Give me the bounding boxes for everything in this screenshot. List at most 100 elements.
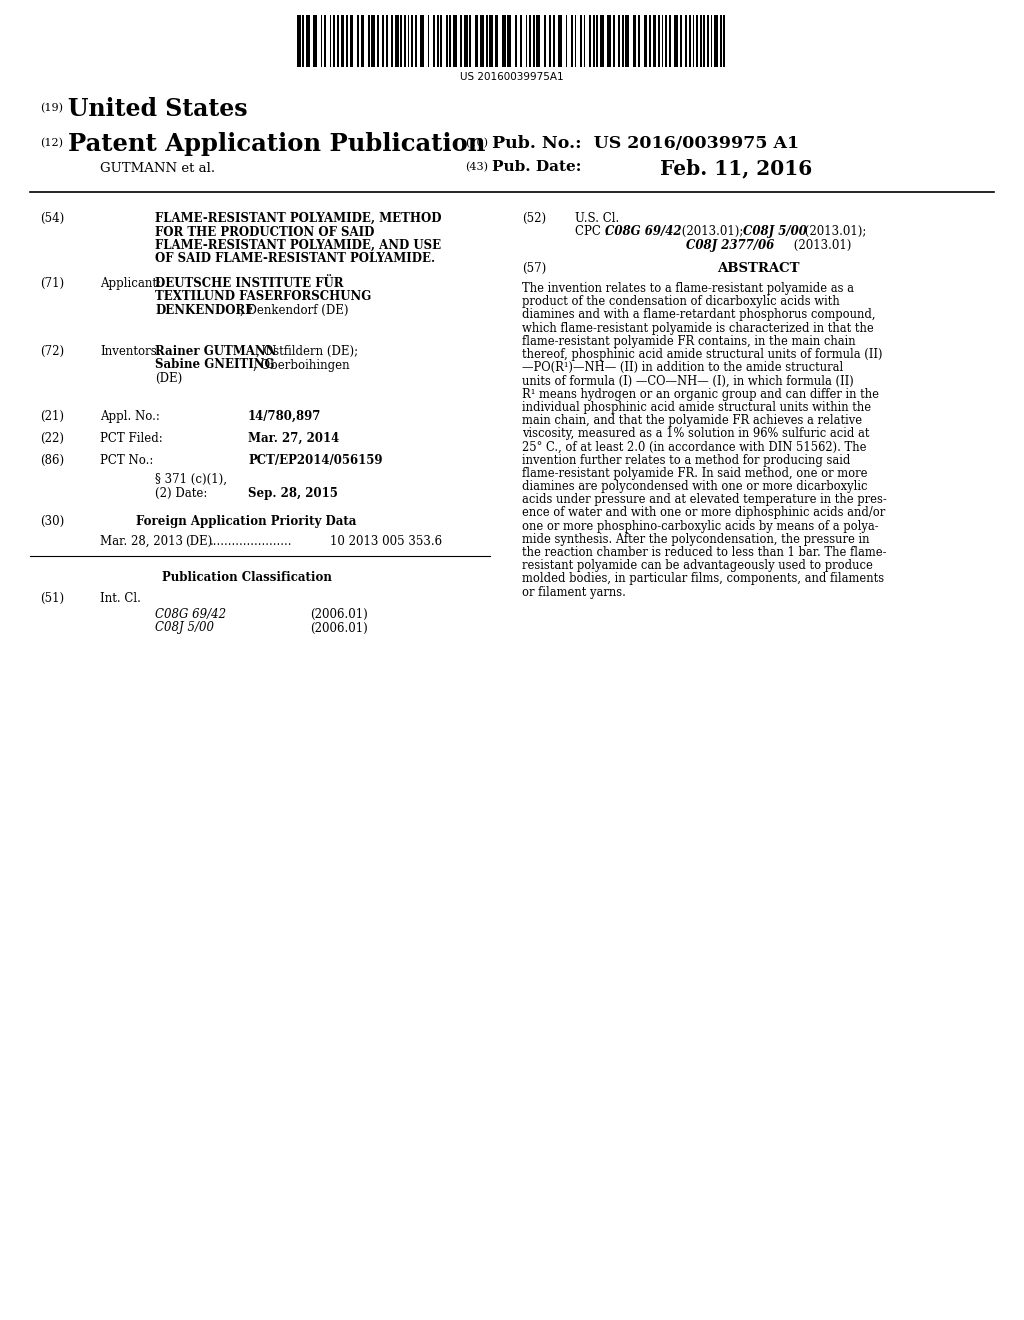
Bar — [297, 15, 301, 67]
Text: the reaction chamber is reduced to less than 1 bar. The flame-: the reaction chamber is reduced to less … — [522, 546, 887, 558]
Bar — [386, 15, 388, 67]
Text: PCT No.:: PCT No.: — [100, 454, 154, 467]
Text: § 371 (c)(1),: § 371 (c)(1), — [155, 473, 227, 486]
Bar — [450, 15, 452, 67]
Bar — [537, 15, 540, 67]
Bar — [433, 15, 435, 67]
Bar — [652, 15, 656, 67]
Text: Pub. No.:  US 2016/0039975 A1: Pub. No.: US 2016/0039975 A1 — [492, 135, 799, 152]
Text: Pub. Date:: Pub. Date: — [492, 160, 582, 174]
Bar — [489, 15, 493, 67]
Text: molded bodies, in particular films, components, and filaments: molded bodies, in particular films, comp… — [522, 573, 884, 585]
Text: (57): (57) — [522, 261, 546, 275]
Text: ABSTRACT: ABSTRACT — [717, 261, 800, 275]
Text: individual phosphinic acid amide structural units within the: individual phosphinic acid amide structu… — [522, 401, 871, 413]
Text: Inventors:: Inventors: — [100, 345, 161, 358]
Text: (21): (21) — [40, 411, 63, 422]
Bar — [692, 15, 694, 67]
Bar — [485, 15, 487, 67]
Text: (2013.01);: (2013.01); — [801, 224, 866, 238]
Text: PCT/EP2014/056159: PCT/EP2014/056159 — [248, 454, 383, 467]
Bar — [313, 15, 317, 67]
Bar — [440, 15, 442, 67]
Bar — [685, 15, 687, 67]
Text: C08J 2377/06: C08J 2377/06 — [686, 239, 774, 252]
Text: (19): (19) — [40, 103, 63, 114]
Bar — [306, 15, 309, 67]
Text: GUTMANN et al.: GUTMANN et al. — [100, 162, 215, 176]
Text: OF SAID FLAME-RESISTANT POLYAMIDE.: OF SAID FLAME-RESISTANT POLYAMIDE. — [155, 252, 435, 265]
Text: CPC .: CPC . — [575, 224, 612, 238]
Text: Mar. 28, 2013: Mar. 28, 2013 — [100, 535, 183, 548]
Bar — [436, 15, 438, 67]
Text: FLAME-RESISTANT POLYAMIDE, METHOD: FLAME-RESISTANT POLYAMIDE, METHOD — [155, 213, 441, 224]
Bar — [412, 15, 413, 67]
Bar — [622, 15, 624, 67]
Text: R¹ means hydrogen or an organic group and can differ in the: R¹ means hydrogen or an organic group an… — [522, 388, 879, 400]
Text: invention further relates to a method for producing said: invention further relates to a method fo… — [522, 454, 850, 466]
Bar — [391, 15, 393, 67]
Bar — [357, 15, 358, 67]
Text: Patent Application Publication: Patent Application Publication — [68, 132, 485, 156]
Bar — [549, 15, 551, 67]
Text: (86): (86) — [40, 454, 65, 467]
Bar — [574, 15, 577, 67]
Bar — [626, 15, 629, 67]
Text: —PO(R¹)—NH— (II) in addition to the amide structural: —PO(R¹)—NH— (II) in addition to the amid… — [522, 362, 843, 374]
Text: (72): (72) — [40, 345, 65, 358]
Bar — [360, 15, 365, 67]
Text: (2006.01): (2006.01) — [310, 622, 368, 635]
Text: Int. Cl.: Int. Cl. — [100, 591, 141, 605]
Bar — [475, 15, 478, 67]
Text: thereof, phosphinic acid amide structural units of formula (II): thereof, phosphinic acid amide structura… — [522, 348, 883, 360]
Text: (30): (30) — [40, 515, 65, 528]
Text: , Ostfildern (DE);: , Ostfildern (DE); — [256, 345, 358, 358]
Text: U.S. Cl.: U.S. Cl. — [575, 213, 620, 224]
Text: resistant polyamide can be advantageously used to produce: resistant polyamide can be advantageousl… — [522, 560, 872, 572]
Bar — [565, 15, 567, 67]
Text: (12): (12) — [40, 139, 63, 148]
Text: 14/780,897: 14/780,897 — [248, 411, 322, 422]
Text: ......................: ...................... — [210, 535, 293, 548]
Text: Sep. 28, 2015: Sep. 28, 2015 — [248, 487, 338, 499]
Bar — [508, 15, 511, 67]
Text: units of formula (I) —CO—NH— (I), in which formula (II): units of formula (I) —CO—NH— (I), in whi… — [522, 375, 854, 387]
Text: Rainer GUTMANN: Rainer GUTMANN — [155, 345, 276, 358]
Text: FLAME-RESISTANT POLYAMIDE, AND USE: FLAME-RESISTANT POLYAMIDE, AND USE — [155, 239, 441, 252]
Text: , Denkendorf (DE): , Denkendorf (DE) — [240, 304, 348, 317]
Text: viscosity, measured as a 1% solution in 96% sulfuric acid at: viscosity, measured as a 1% solution in … — [522, 428, 869, 440]
Text: (2013.01): (2013.01) — [790, 239, 851, 252]
Bar — [337, 15, 339, 67]
Text: TEXTILUND FASERFORSCHUNG: TEXTILUND FASERFORSCHUNG — [155, 290, 372, 304]
Bar — [612, 15, 614, 67]
Text: Mar. 27, 2014: Mar. 27, 2014 — [248, 432, 339, 445]
Bar — [525, 15, 527, 67]
Bar — [723, 15, 725, 67]
Bar — [689, 15, 691, 67]
Bar — [607, 15, 611, 67]
Text: (71): (71) — [40, 277, 65, 290]
Bar — [558, 15, 562, 67]
Bar — [699, 15, 701, 67]
Bar — [571, 15, 572, 67]
Text: Feb. 11, 2016: Feb. 11, 2016 — [660, 158, 812, 178]
Text: one or more phosphino-carboxylic acids by means of a polya-: one or more phosphino-carboxylic acids b… — [522, 520, 879, 532]
Bar — [302, 15, 304, 67]
Bar — [658, 15, 659, 67]
Bar — [618, 15, 620, 67]
Bar — [593, 15, 595, 67]
Text: diamines are polycondensed with one or more dicarboxylic: diamines are polycondensed with one or m… — [522, 480, 867, 492]
Bar — [346, 15, 348, 67]
Text: (52): (52) — [522, 213, 546, 224]
Text: or filament yarns.: or filament yarns. — [522, 586, 626, 598]
Bar — [680, 15, 682, 67]
Text: which flame-resistant polyamide is characterized in that the: which flame-resistant polyamide is chara… — [522, 322, 873, 334]
Bar — [520, 15, 522, 67]
Bar — [643, 15, 647, 67]
Bar — [445, 15, 447, 67]
Bar — [529, 15, 531, 67]
Text: Publication Classification: Publication Classification — [162, 572, 332, 583]
Text: PCT Filed:: PCT Filed: — [100, 432, 163, 445]
Bar — [515, 15, 516, 67]
Text: US 20160039975A1: US 20160039975A1 — [460, 73, 564, 82]
